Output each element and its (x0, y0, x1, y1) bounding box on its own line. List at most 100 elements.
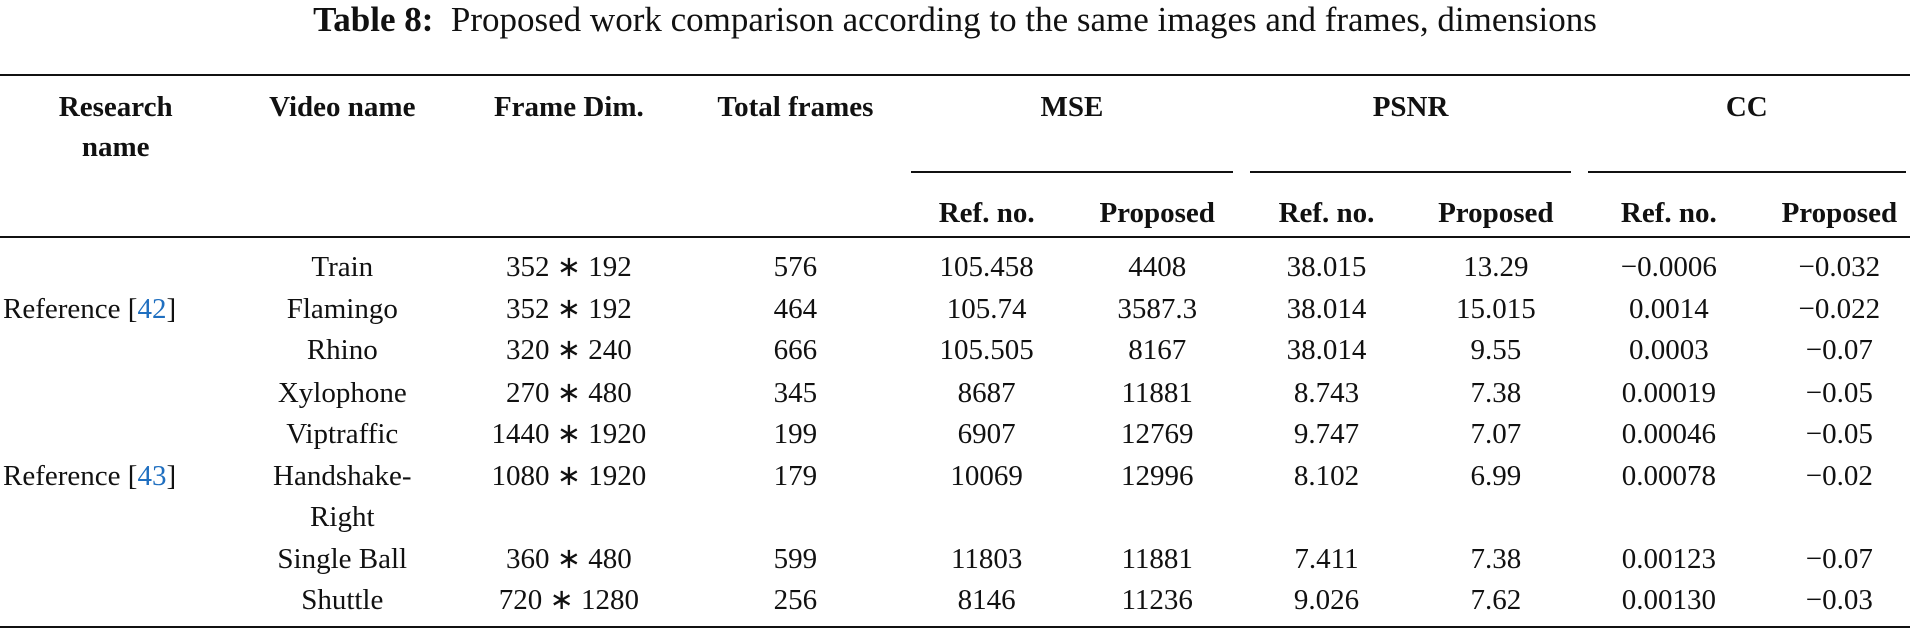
table-cell: 4408 (1128, 251, 1187, 284)
table-cell: 7.62 (1470, 584, 1522, 617)
table-cell: 8.102 (1293, 459, 1360, 492)
table-cell: 6907 (957, 418, 1016, 451)
table-caption: Table 8: Proposed work comparison accord… (0, 0, 1910, 40)
table-cell: 345 (773, 376, 818, 409)
table-cell: −0.02 (1805, 459, 1873, 492)
caption-text: Proposed work comparison according to th… (450, 0, 1597, 39)
group-header: CC (1725, 90, 1768, 123)
rule-line (0, 236, 1910, 239)
table-cell: −0.07 (1805, 334, 1873, 367)
table-cell: 270 ∗ 480 (505, 376, 632, 409)
table-cell: 3587.3 (1117, 292, 1198, 325)
table-cell: 666 (773, 334, 818, 367)
table-cell: 8146 (957, 584, 1016, 617)
table-cell: Handshake-Right (273, 459, 412, 533)
ref-prefix: Reference [ (3, 459, 138, 492)
table-cell: 11881 (1121, 542, 1193, 575)
table-cell: 720 ∗ 1280 (498, 584, 639, 617)
table-cell: 0.00130 (1621, 584, 1716, 617)
table-cell: −0.03 (1805, 584, 1873, 617)
sub-header: Ref. no. (1620, 196, 1717, 229)
table-cell: 11236 (1121, 584, 1193, 617)
rule-line (0, 74, 1910, 77)
table-cell: 179 (773, 459, 818, 492)
table-cell: 9.747 (1293, 418, 1360, 451)
table-cell: 352 ∗ 192 (505, 251, 632, 284)
table-cell: 10069 (950, 459, 1023, 492)
table-cell: 11803 (950, 542, 1023, 575)
caption-label: Table 8: (313, 0, 434, 39)
sub-header: Proposed (1099, 196, 1215, 229)
table-cell: 0.00019 (1621, 376, 1716, 409)
rule-line (1588, 170, 1907, 173)
table-cell: −0.032 (1798, 251, 1881, 284)
rule-line (911, 170, 1233, 173)
table-cell: 11881 (1121, 376, 1193, 409)
table-cell: 9.026 (1293, 584, 1360, 617)
table-cell: 38.014 (1286, 292, 1367, 325)
table-cell: 38.015 (1286, 251, 1367, 284)
table-cell: 360 ∗ 480 (505, 542, 632, 575)
table-cell: 15.015 (1455, 292, 1536, 325)
sub-header: Ref. no. (938, 196, 1035, 229)
table-cell: Rhino (306, 334, 378, 367)
table-cell: 0.00078 (1621, 459, 1716, 492)
table-cell: 13.29 (1463, 251, 1529, 284)
table-cell: 8.743 (1293, 376, 1360, 409)
column-header: Frame Dim. (493, 90, 644, 123)
group-header: MSE (1040, 90, 1104, 123)
table-cell: Flamingo (286, 292, 398, 325)
table-cell: 256 (773, 584, 818, 617)
table-cell: 464 (773, 292, 818, 325)
table-cell: −0.05 (1805, 418, 1873, 451)
table-cell: 7.411 (1294, 542, 1359, 575)
rule-line (1249, 170, 1572, 173)
ref-suffix: ] (166, 459, 177, 492)
table-cell: Shuttle (301, 584, 384, 617)
column-header: Video name (269, 90, 416, 123)
ref-link: 43 (137, 459, 167, 492)
table-cell: 12769 (1120, 418, 1194, 451)
table-cell: 7.38 (1470, 376, 1522, 409)
rule-line (0, 626, 1910, 629)
table-cell: −0.0006 (1620, 251, 1717, 284)
table-cell: 105.74 (946, 292, 1027, 325)
table-cell: 352 ∗ 192 (505, 292, 632, 325)
table-cell: Single Ball (277, 542, 408, 575)
table-cell: 1440 ∗ 1920 (491, 418, 647, 451)
table-cell: 7.07 (1470, 418, 1522, 451)
table-cell: −0.05 (1805, 376, 1873, 409)
table-cell: 8167 (1128, 334, 1187, 367)
table-cell: 105.458 (939, 251, 1034, 284)
table-cell: 320 ∗ 240 (505, 334, 632, 367)
sub-header: Ref. no. (1278, 196, 1375, 229)
sub-header: Proposed (1781, 196, 1898, 229)
table-cell: 7.38 (1470, 542, 1522, 575)
table-cell: 599 (773, 542, 818, 575)
table-cell: −0.07 (1805, 542, 1873, 575)
table-cell: 9.55 (1470, 334, 1522, 367)
ref-suffix: ] (166, 292, 177, 325)
table-cell: 0.00046 (1621, 418, 1716, 451)
column-header: Total frames (717, 90, 874, 123)
research-name: Reference [43] (3, 456, 176, 497)
column-header: Research name (58, 90, 173, 163)
table-cell: 199 (773, 418, 818, 451)
table-cell: Viptraffic (286, 418, 399, 451)
ref-link: 42 (137, 292, 167, 325)
ref-prefix: Reference [ (3, 292, 138, 325)
group-header: PSNR (1372, 90, 1449, 123)
table-cell: 1080 ∗ 1920 (491, 459, 647, 492)
table-cell: Train (311, 251, 374, 284)
table-cell: 105.505 (939, 334, 1034, 367)
table-cell: 0.0003 (1628, 334, 1709, 367)
table-cell: 0.0014 (1628, 292, 1709, 325)
table-cell: 12996 (1120, 459, 1194, 492)
table-cell: 8687 (957, 376, 1016, 409)
table-cell: 38.014 (1286, 334, 1367, 367)
table-cell: 576 (773, 251, 818, 284)
table-cell: 0.00123 (1621, 542, 1716, 575)
table-cell: −0.022 (1798, 292, 1881, 325)
research-name: Reference [42] (3, 289, 176, 330)
